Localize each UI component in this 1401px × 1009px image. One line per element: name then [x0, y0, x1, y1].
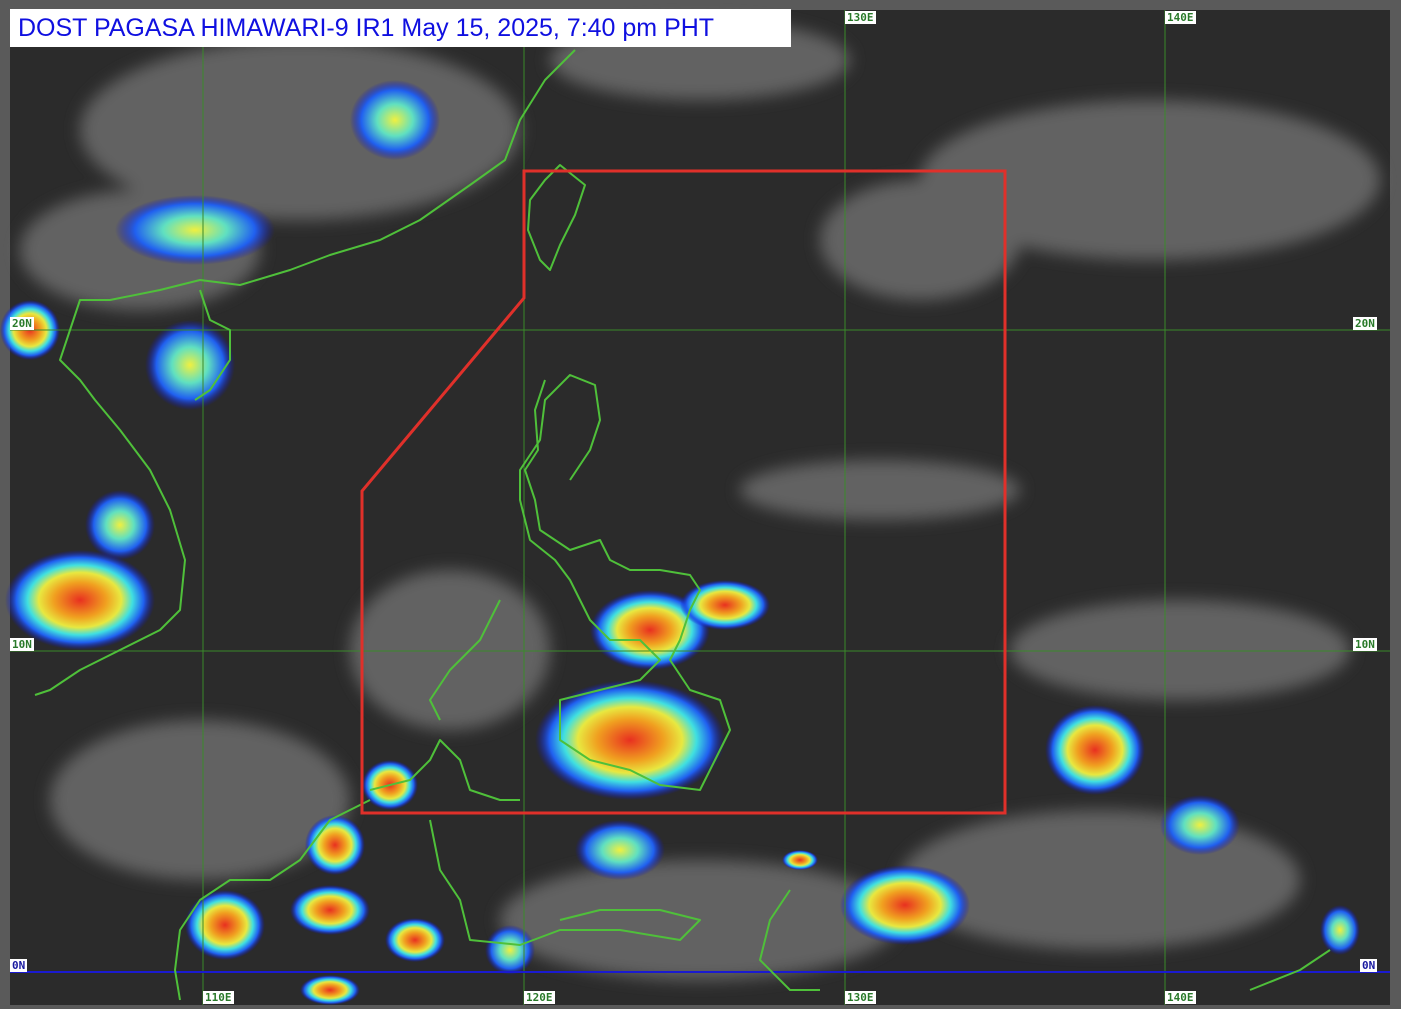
lon-label-top-130e: 130E — [845, 11, 876, 24]
gridlines — [10, 10, 1390, 1005]
lon-label-bottom-110e: 110E — [203, 991, 234, 1004]
map-title: DOST PAGASA HIMAWARI-9 IR1 May 15, 2025,… — [10, 9, 791, 47]
lon-label-bottom-130e: 130E — [845, 991, 876, 1004]
lon-label-top-140e: 140E — [1165, 11, 1196, 24]
lat-label-left-0n: 0N — [10, 959, 28, 972]
lat-label-right-10n: 10N — [1353, 638, 1377, 651]
par-boundary — [360, 169, 1007, 815]
lon-label-bottom-120e: 120E — [524, 991, 555, 1004]
coastlines — [34, 49, 1331, 1001]
lat-label-left-20n: 20N — [10, 317, 34, 330]
lon-label-bottom-140e: 140E — [1165, 991, 1196, 1004]
lat-label-right-0n: 0N — [1360, 959, 1378, 972]
lat-label-left-10n: 10N — [10, 638, 34, 651]
lat-label-right-20n: 20N — [1353, 317, 1377, 330]
